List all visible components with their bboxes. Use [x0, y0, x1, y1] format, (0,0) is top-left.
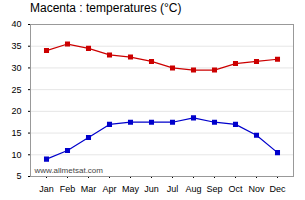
svg-text:40: 40: [11, 19, 21, 29]
svg-text:Feb: Feb: [60, 184, 76, 194]
svg-text:Sep: Sep: [206, 184, 222, 194]
svg-text:Oct: Oct: [228, 184, 243, 194]
svg-text:10: 10: [11, 150, 21, 160]
svg-text:Mar: Mar: [81, 184, 97, 194]
svg-text:5: 5: [16, 171, 21, 181]
svg-text:Aug: Aug: [185, 184, 201, 194]
svg-text:Apr: Apr: [102, 184, 116, 194]
svg-text:Dec: Dec: [269, 184, 286, 194]
svg-text:www.allmetsat.com: www.allmetsat.com: [34, 166, 104, 175]
svg-text:Nov: Nov: [248, 184, 265, 194]
svg-text:May: May: [122, 184, 140, 194]
svg-text:25: 25: [11, 85, 21, 95]
svg-text:15: 15: [11, 128, 21, 138]
svg-text:35: 35: [11, 41, 21, 51]
svg-text:Jan: Jan: [39, 184, 54, 194]
html-text:Macenta : temperatures (°C): Macenta : temperatures (°C): [30, 1, 182, 15]
svg-text:Jul: Jul: [167, 184, 179, 194]
svg-text:20: 20: [11, 106, 21, 116]
svg-text:30: 30: [11, 63, 21, 73]
svg-text:Jun: Jun: [144, 184, 159, 194]
